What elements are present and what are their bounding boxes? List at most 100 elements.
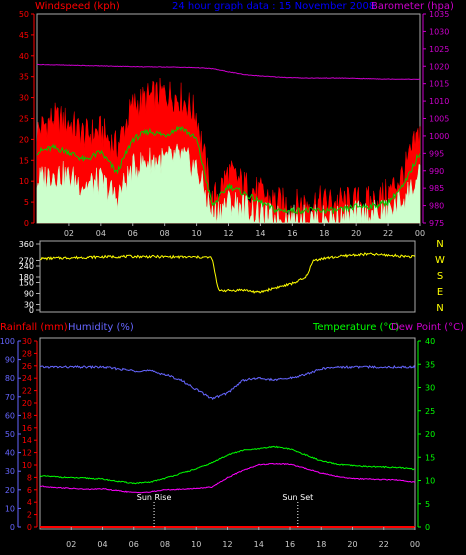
sun-annotations: Sun Rise Sun Set: [137, 493, 313, 527]
windspeed-tick-label: 45: [19, 31, 29, 40]
rainfall-tick-label: 20: [22, 399, 32, 408]
x-tick-label: 02: [64, 229, 74, 238]
compass-label-n: N: [436, 239, 443, 250]
rainfall-tick-label: 30: [22, 337, 32, 346]
temperature-tick-label: 35: [425, 360, 435, 369]
humidity-tick-label: 90: [5, 356, 15, 365]
barometer-tick-label: 1010: [429, 97, 449, 106]
rainfall-tick-label: 4: [27, 498, 32, 507]
rainfall-tick-label: 28: [22, 349, 32, 358]
dewpoint-line: [39, 462, 416, 494]
wind-direction-line: [40, 252, 416, 294]
barometer-tick-label: 1035: [429, 10, 449, 19]
barometer-tick-label: 995: [429, 149, 444, 158]
x-tick-label: 06: [129, 540, 139, 549]
x-tick-label: 10: [191, 229, 201, 238]
barometer-axis: 975 980 985 990 995 1000 1005 1010 1015 1020 1025 1…: [422, 10, 449, 228]
x-tick-label: 04: [96, 229, 106, 238]
barometer-tick-label: 980: [429, 202, 444, 211]
humidity-tick-label: 0: [10, 523, 15, 532]
x-tick-label: 18: [319, 229, 329, 238]
rainfall-tick-label: 22: [22, 387, 32, 396]
humidity-tick-label: 70: [5, 393, 15, 402]
direction-tick-label: 360: [19, 240, 34, 249]
temperature-tick-label: 15: [425, 453, 435, 462]
rainfall-tick-label: 14: [22, 436, 32, 445]
rainfall-tick-label: 0: [27, 523, 32, 532]
rainfall-tick-label: 8: [27, 473, 32, 482]
rainfall-tick-label: 26: [22, 362, 32, 371]
x-tick-label: 18: [316, 540, 326, 549]
x-tick-label: 20: [351, 229, 361, 238]
windspeed-tick-label: 15: [19, 156, 29, 165]
windspeed-tick-label: 35: [19, 73, 29, 82]
windspeed-tick-label: 10: [19, 177, 29, 186]
sunrise-label: Sun Rise: [137, 493, 172, 502]
windspeed-tick-label: 25: [19, 115, 29, 124]
humidity-tick-label: 50: [5, 430, 15, 439]
rainfall-tick-label: 16: [22, 424, 32, 433]
direction-panel-frame: [39, 240, 416, 313]
windspeed-tick-label: 50: [19, 10, 29, 19]
rainfall-axis-title: Rainfall (mm): [0, 322, 68, 333]
barometer-axis-title: Barometer (hpa): [371, 1, 454, 12]
direction-series: [40, 252, 416, 294]
chart-title: 24 hour graph data : 15 November 2008: [172, 1, 375, 12]
windspeed-axis: 0 5 10 15 20 25 30 35 40 45 50: [19, 10, 35, 228]
rainfall-tick-label: 12: [22, 449, 32, 458]
x-tick-label: 12: [223, 229, 233, 238]
x-tick-label: 00: [410, 540, 420, 549]
windspeed-tick-label: 20: [19, 135, 29, 144]
compass-label-e: E: [437, 287, 443, 298]
barometer-tick-label: 1020: [429, 62, 449, 71]
direction-tick-label: 90: [24, 290, 34, 299]
windspeed-tick-label: 30: [19, 94, 29, 103]
humidity-axis-title: Humidity (%): [68, 322, 134, 333]
x-tick-label: 20: [347, 540, 357, 549]
x-tick-label: 12: [222, 540, 232, 549]
rainfall-tick-label: 2: [27, 511, 32, 520]
humidity-line: [39, 364, 416, 401]
barometer-tick-label: 1005: [429, 115, 449, 124]
humidity-tick-label: 80: [5, 374, 15, 383]
windspeed-axis-title: Windspeed (kph): [35, 1, 120, 12]
direction-tick-label: 0: [29, 306, 34, 315]
x-tick-label: 08: [160, 540, 170, 549]
humidity-tick-label: 40: [5, 449, 15, 458]
dewpoint-axis-title: Dew Point (°C): [391, 322, 464, 333]
humidity-tick-label: 100: [0, 337, 15, 346]
x-tick-label: 14: [255, 229, 265, 238]
humidity-tick-label: 30: [5, 467, 15, 476]
rainfall-tick-label: 6: [27, 486, 32, 495]
temperature-tick-label: 10: [425, 477, 435, 486]
temperature-axis-title: Temperature (°C): [312, 322, 399, 333]
direction-tick-label: 30: [24, 301, 34, 310]
rainfall-tick-label: 24: [22, 374, 32, 383]
direction-tick-label: 270: [19, 257, 34, 266]
windspeed-tick-label: 40: [19, 52, 29, 61]
temperature-tick-label: 30: [425, 384, 435, 393]
lower-series: [39, 364, 416, 528]
wind-x-axis: 02 04 06 08 10 12 14 16 18 20 22 00: [64, 223, 425, 238]
lower-axes: 0102030405060708090100024681012141618202…: [0, 337, 435, 532]
barometer-tick-label: 990: [429, 167, 444, 176]
direction-tick-label: 150: [19, 279, 34, 288]
x-tick-label: 16: [287, 229, 297, 238]
barometer-tick-label: 1030: [429, 27, 449, 36]
windspeed-tick-label: 5: [24, 198, 29, 207]
windspeed-tick-label: 0: [24, 219, 29, 228]
x-tick-label: 00: [415, 229, 425, 238]
wind-average-line: [36, 125, 421, 215]
sunset-label: Sun Set: [282, 493, 313, 502]
compass-label-s: S: [437, 271, 443, 282]
x-tick-label: 08: [160, 229, 170, 238]
rainfall-tick-label: 10: [22, 461, 32, 470]
barometer-tick-label: 1015: [429, 80, 449, 89]
temperature-tick-label: 20: [425, 430, 435, 439]
compass-label-n: N: [436, 303, 443, 314]
barometer-tick-label: 975: [429, 219, 444, 228]
wind-min-area: [36, 143, 421, 224]
x-tick-label: 02: [66, 540, 76, 549]
